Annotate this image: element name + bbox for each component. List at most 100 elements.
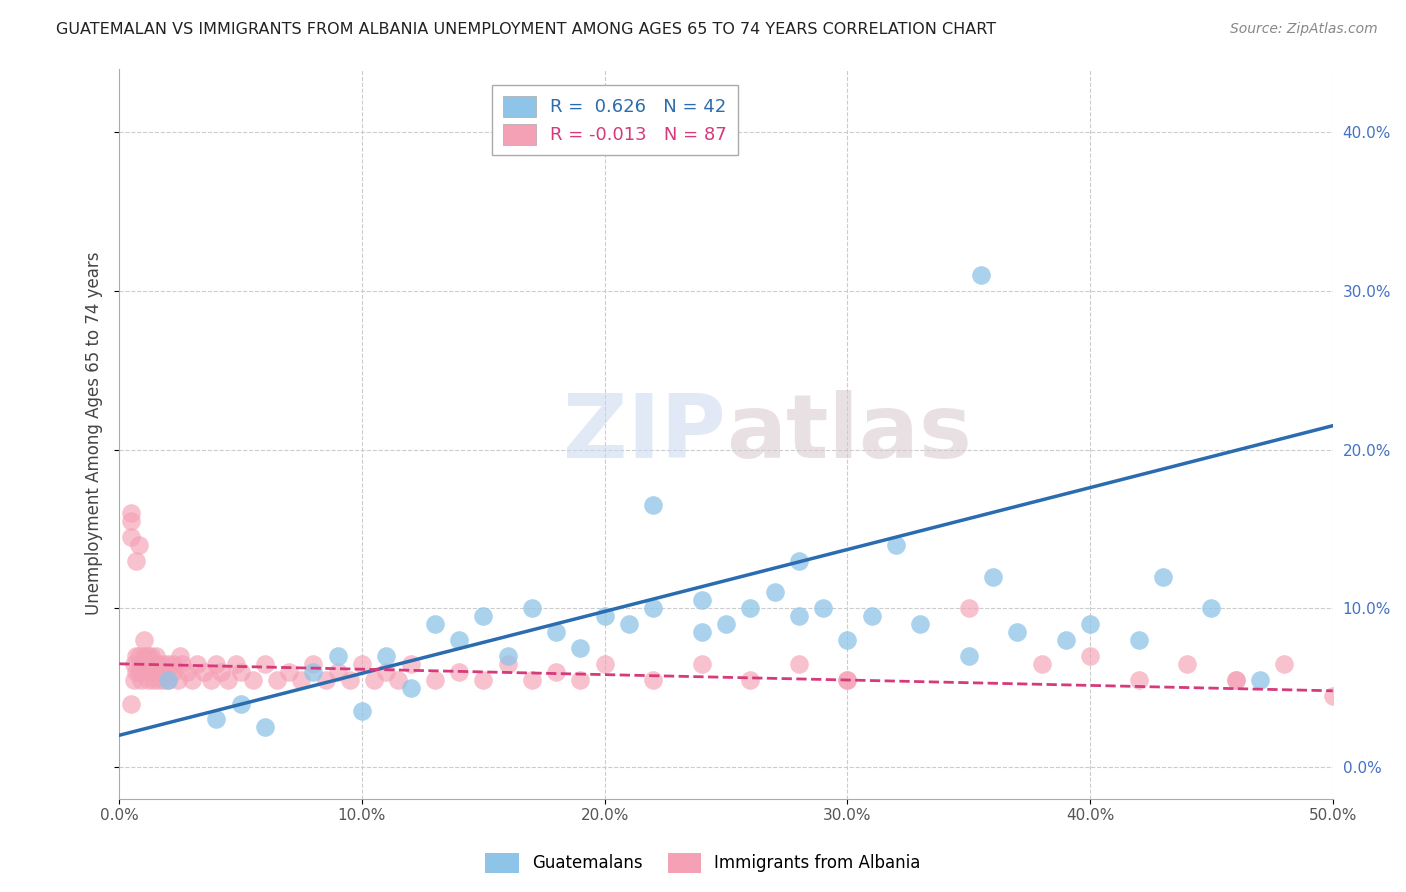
Point: [690, 625, 713, 640]
Point: [447, 633, 470, 648]
Point: [186, 657, 208, 671]
Point: [132, 657, 155, 671]
Point: [690, 657, 713, 671]
Point: [1128, 633, 1150, 648]
Point: [617, 617, 640, 632]
Point: [152, 673, 174, 687]
Point: [128, 648, 150, 663]
Point: [546, 625, 568, 640]
Point: [290, 673, 312, 687]
Point: [1128, 673, 1150, 687]
Point: [1225, 673, 1247, 687]
Point: [138, 673, 160, 687]
Point: [339, 673, 361, 687]
Point: [266, 673, 288, 687]
Text: GUATEMALAN VS IMMIGRANTS FROM ALBANIA UNEMPLOYMENT AMONG AGES 65 TO 74 YEARS COR: GUATEMALAN VS IMMIGRANTS FROM ALBANIA UN…: [56, 22, 997, 37]
Point: [740, 601, 762, 615]
Point: [218, 673, 240, 687]
Text: Source: ZipAtlas.com: Source: ZipAtlas.com: [1230, 22, 1378, 37]
Point: [205, 712, 228, 726]
Point: [155, 665, 177, 679]
Point: [120, 514, 142, 528]
Point: [423, 617, 446, 632]
Point: [569, 673, 592, 687]
Point: [387, 673, 409, 687]
Point: [1225, 673, 1247, 687]
Point: [156, 673, 179, 687]
Point: [1175, 657, 1198, 671]
Point: [643, 601, 665, 615]
Y-axis label: Unemployment Among Ages 65 to 74 years: Unemployment Among Ages 65 to 74 years: [86, 252, 103, 615]
Point: [884, 538, 907, 552]
Point: [957, 601, 980, 615]
Point: [149, 665, 172, 679]
Point: [122, 673, 145, 687]
Point: [1078, 617, 1101, 632]
Point: [423, 673, 446, 687]
Point: [569, 640, 592, 655]
Point: [1152, 569, 1174, 583]
Point: [363, 673, 385, 687]
Point: [811, 601, 834, 615]
Point: [200, 673, 222, 687]
Point: [122, 657, 145, 671]
Point: [981, 569, 1004, 583]
Point: [763, 585, 786, 599]
Point: [120, 530, 142, 544]
Point: [128, 538, 150, 552]
Point: [1078, 648, 1101, 663]
Point: [837, 673, 859, 687]
Point: [315, 673, 337, 687]
Point: [690, 593, 713, 607]
Point: [520, 673, 543, 687]
Point: [787, 657, 810, 671]
Point: [139, 648, 162, 663]
Point: [146, 657, 169, 671]
Point: [326, 648, 349, 663]
Point: [125, 554, 148, 568]
Point: [643, 673, 665, 687]
Point: [957, 648, 980, 663]
Point: [472, 673, 495, 687]
Point: [714, 617, 737, 632]
Point: [132, 633, 155, 648]
Point: [209, 665, 232, 679]
Point: [138, 648, 160, 663]
Point: [302, 657, 325, 671]
Text: atlas: atlas: [725, 390, 972, 477]
Point: [205, 657, 228, 671]
Point: [496, 657, 519, 671]
Point: [837, 673, 859, 687]
Point: [1031, 657, 1053, 671]
Point: [152, 657, 174, 671]
Point: [326, 665, 349, 679]
Point: [128, 665, 150, 679]
Point: [399, 657, 422, 671]
Point: [1201, 601, 1223, 615]
Point: [472, 609, 495, 624]
Point: [520, 601, 543, 615]
Point: [181, 673, 204, 687]
Point: [375, 665, 398, 679]
Point: [125, 665, 148, 679]
Point: [837, 633, 859, 648]
Point: [225, 657, 247, 671]
Point: [138, 657, 160, 671]
Point: [1007, 625, 1029, 640]
Point: [447, 665, 470, 679]
Point: [593, 609, 616, 624]
Point: [302, 665, 325, 679]
Point: [593, 657, 616, 671]
Point: [375, 648, 398, 663]
Point: [129, 657, 152, 671]
Point: [253, 657, 276, 671]
Point: [787, 609, 810, 624]
Point: [643, 498, 665, 512]
Point: [120, 697, 142, 711]
Point: [142, 673, 165, 687]
Point: [1322, 689, 1344, 703]
Point: [787, 554, 810, 568]
Legend: R =  0.626   N = 42, R = -0.013   N = 87: R = 0.626 N = 42, R = -0.013 N = 87: [492, 85, 738, 155]
Point: [1054, 633, 1077, 648]
Point: [399, 681, 422, 695]
